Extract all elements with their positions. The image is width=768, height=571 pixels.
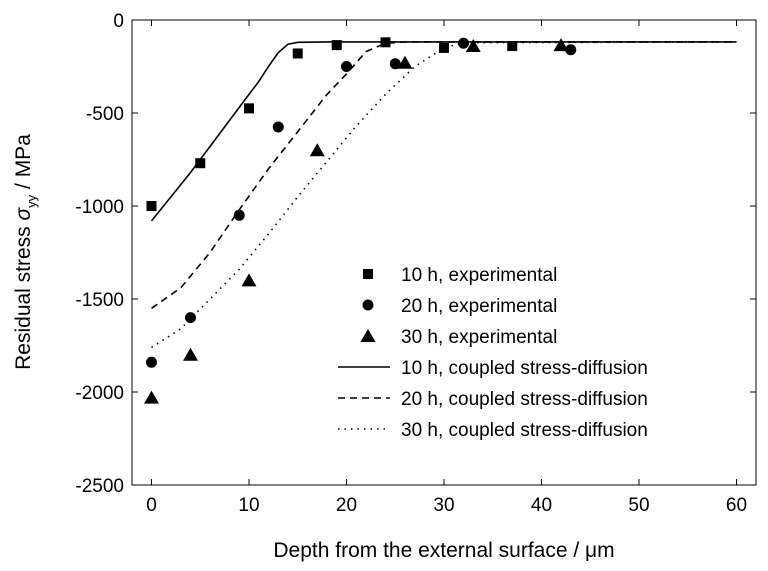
y-tick-label: -2000 xyxy=(75,383,124,404)
data-point-20-h-experimental xyxy=(341,61,352,72)
x-axis-label: Depth from the external surface / μm xyxy=(273,539,614,562)
y-tick-label: -500 xyxy=(86,104,124,125)
y-tick-label: -1500 xyxy=(75,290,124,311)
x-axis-unit: μm xyxy=(585,539,615,562)
data-point-10-h-experimental xyxy=(244,103,254,114)
y-tick-label: -1000 xyxy=(75,197,124,218)
legend-label-30-h-experimental: 30 h, experimental xyxy=(401,327,557,348)
y-axis-label: Residual stress σyy / MPa xyxy=(12,134,39,370)
x-tick-label: 50 xyxy=(628,495,649,516)
x-tick-label: 10 xyxy=(238,495,259,516)
legend-label-20-h-coupled-stress-diffusion: 20 h, coupled stress-diffusion xyxy=(401,389,648,410)
data-point-30-h-experimental xyxy=(309,143,325,157)
data-point-20-h-experimental xyxy=(185,312,196,324)
x-tick-label: 60 xyxy=(726,495,747,516)
data-point-20-h-experimental xyxy=(565,44,577,56)
y-axis-unit: / MPa xyxy=(12,134,35,195)
x-tick-label: 30 xyxy=(433,495,454,516)
data-point-10-h-experimental xyxy=(439,42,449,53)
data-point-20-h-experimental xyxy=(389,58,401,70)
legend-marker-20-h-experimental xyxy=(362,299,374,311)
x-tick-label: 40 xyxy=(531,495,552,516)
y-axis-label-text: Residual stress xyxy=(12,220,35,369)
data-point-10-h-experimental xyxy=(195,158,206,169)
x-tick-label: 0 xyxy=(146,495,157,516)
legend-label-10-h-coupled-stress-diffusion: 10 h, coupled stress-diffusion xyxy=(401,358,648,379)
data-point-10-h-experimental xyxy=(331,40,342,51)
data-point-20-h-experimental xyxy=(146,356,157,368)
data-point-30-h-experimental xyxy=(144,390,159,404)
x-tick-label: 20 xyxy=(336,495,357,516)
tick-layer: 0 10 20 30 40 50 60 0 -500 -1000 -1500 -2000 -2500 xyxy=(75,11,756,516)
legend-label-20-h-experimental: 20 h, experimental xyxy=(401,296,557,317)
data-point-30-h-experimental xyxy=(553,38,569,52)
series-layer xyxy=(144,37,737,404)
data-point-30-h-experimental xyxy=(465,39,481,53)
legend-label-10-h-experimental: 10 h, experimental xyxy=(401,265,557,286)
data-point-10-h-experimental xyxy=(292,48,303,59)
legend-label-30-h-coupled-stress-diffusion: 30 h, coupled stress-diffusion xyxy=(401,420,648,441)
data-point-20-h-experimental xyxy=(233,209,245,221)
y-tick-label: 0 xyxy=(113,11,124,32)
legend-marker-10-h-experimental xyxy=(363,269,373,279)
data-point-30-h-experimental xyxy=(241,273,257,287)
legend-marker-30-h-experimental xyxy=(360,329,376,342)
data-point-10-h-experimental xyxy=(507,41,518,52)
data-point-30-h-experimental xyxy=(183,347,198,361)
y-axis-subscript: yy xyxy=(24,194,39,208)
plot-frame xyxy=(131,19,757,486)
data-point-20-h-experimental xyxy=(272,121,284,133)
legend: 10 h, experimental 20 h, experimental 30 h… xyxy=(338,265,648,441)
y-tick-label: -2500 xyxy=(75,476,124,497)
series-line-10-h-coupled-stress-diffusion xyxy=(150,41,737,222)
data-point-20-h-experimental xyxy=(458,37,469,49)
data-point-10-h-experimental xyxy=(146,201,157,211)
series-line-20-h-coupled-stress-diffusion xyxy=(151,41,737,309)
x-axis-label-text: Depth from the external surface / xyxy=(273,539,585,562)
y-axis-symbol: σ xyxy=(12,206,35,220)
data-point-30-h-experimental xyxy=(397,55,413,69)
